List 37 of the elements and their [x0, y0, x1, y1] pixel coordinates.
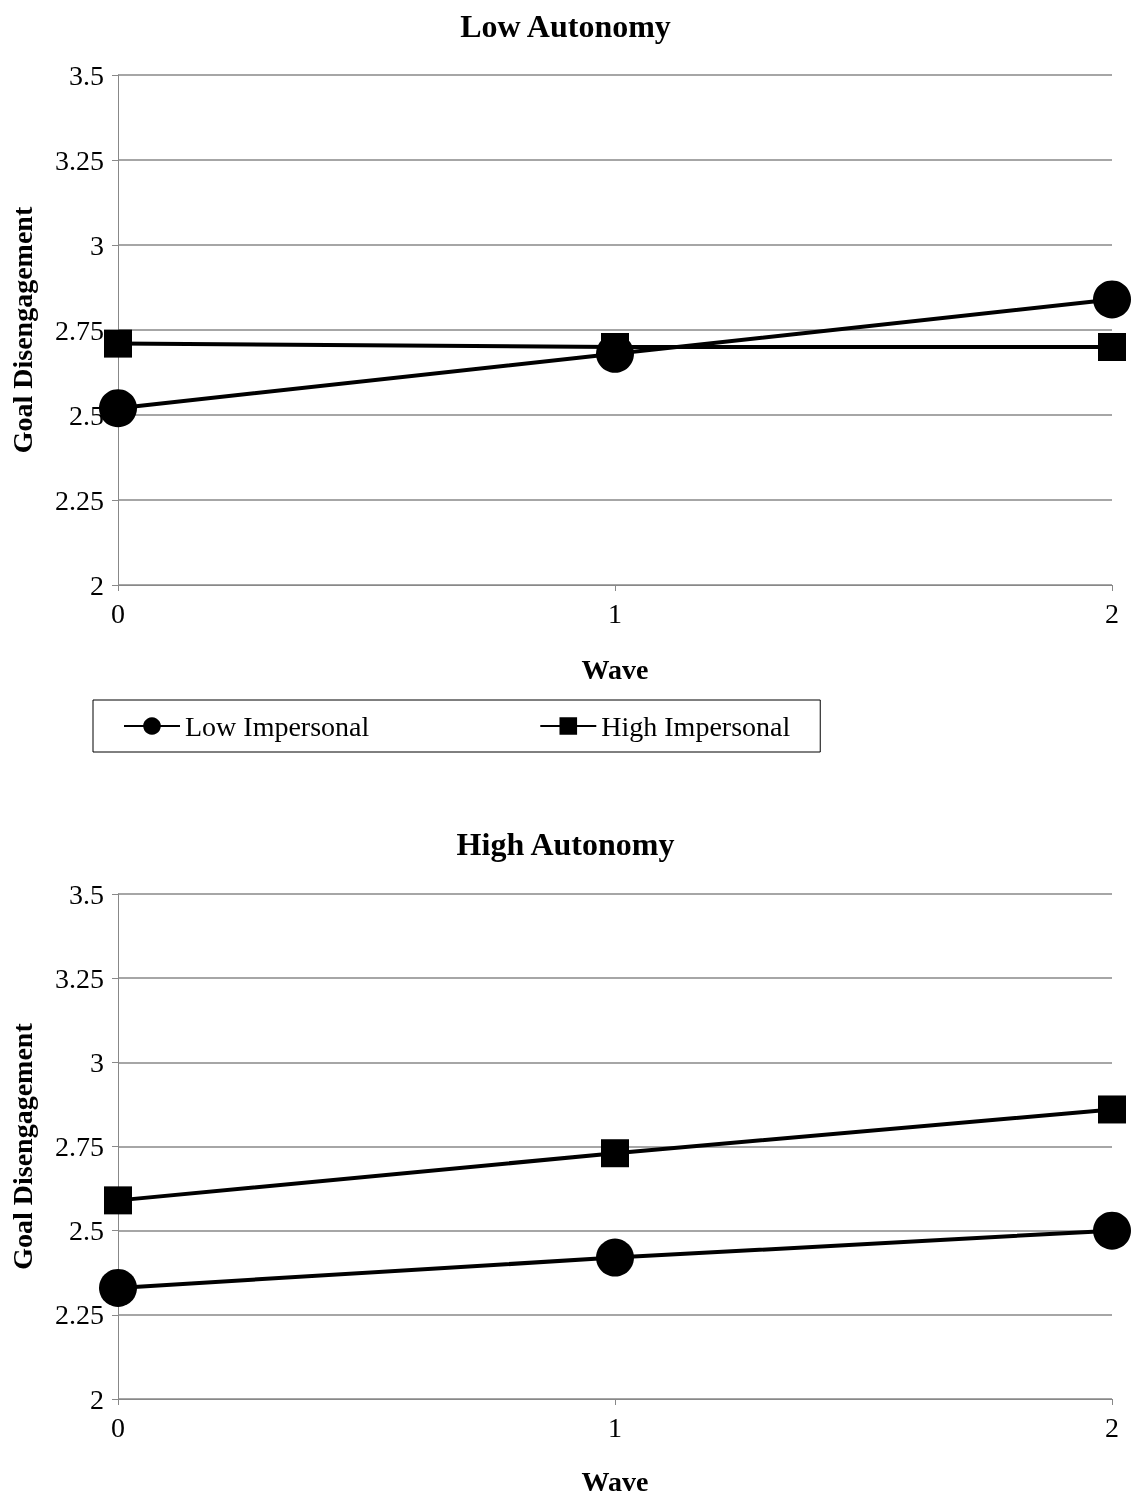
- point: [596, 1238, 634, 1277]
- x-tick-label: 0: [111, 597, 125, 629]
- chart-title: Low Autonomy: [460, 8, 671, 44]
- x-tick-label: 1: [608, 1411, 622, 1443]
- x-tick-label: 1: [608, 597, 622, 629]
- x-tick-label: 2: [1105, 1411, 1119, 1443]
- x-axis-title: Wave: [581, 1465, 649, 1497]
- y-tick-label: 3.5: [69, 59, 104, 91]
- x-tick-label: 2: [1105, 597, 1119, 629]
- y-tick-label: 2: [90, 1383, 104, 1415]
- legend-label: Low Impersonal: [185, 710, 370, 742]
- y-axis-title: Goal Disengagement: [6, 1022, 38, 1270]
- y-tick-label: 2.5: [69, 1215, 104, 1247]
- y-tick-label: 2.5: [69, 399, 104, 431]
- y-tick-label: 2.75: [55, 314, 104, 346]
- chart-title: High Autonomy: [456, 826, 675, 862]
- x-axis-title: Wave: [581, 653, 649, 685]
- point: [104, 1186, 132, 1215]
- point: [1093, 1211, 1131, 1250]
- point: [1093, 280, 1131, 319]
- y-tick-label: 3: [90, 229, 104, 261]
- point: [104, 329, 132, 358]
- y-tick-label: 2.25: [55, 1299, 104, 1331]
- y-tick-label: 3.25: [55, 962, 104, 994]
- y-tick-label: 3.25: [55, 144, 104, 176]
- point: [601, 1139, 629, 1168]
- point: [1098, 333, 1126, 361]
- y-axis-title: Goal Disengagement: [6, 206, 38, 454]
- point: [99, 1268, 137, 1307]
- y-tick-label: 3: [90, 1046, 104, 1078]
- y-tick-label: 2.75: [55, 1131, 104, 1162]
- y-tick-label: 2.25: [55, 484, 104, 516]
- legend-label: High Impersonal: [601, 710, 791, 742]
- y-tick-label: 2: [90, 569, 104, 601]
- point: [1098, 1095, 1126, 1124]
- x-tick-label: 0: [111, 1411, 125, 1443]
- y-tick-label: 3.5: [69, 878, 104, 910]
